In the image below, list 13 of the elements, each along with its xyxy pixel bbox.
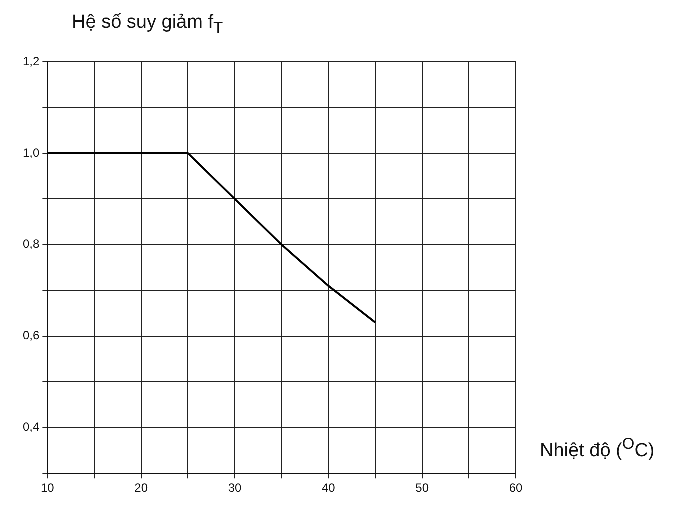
y-tick-label: 0,6 — [22, 328, 40, 343]
y-tick-label: 0,8 — [22, 237, 40, 252]
y-axis-title: Hệ số suy giảm f$_{T}$ — [72, 12, 224, 38]
x-tick-label: 60 — [509, 481, 523, 496]
y-tick-label: 1,2 — [22, 54, 40, 68]
y-tick-label: 1,0 — [22, 146, 40, 160]
y-tick-label: 0,4 — [22, 420, 40, 434]
x-tick-label: 40 — [322, 481, 336, 496]
x-tick-label: 20 — [134, 481, 148, 496]
x-axis-title: Nhiệt độ ($^{O}$C) — [540, 436, 655, 462]
x-tick-label: 30 — [228, 481, 242, 496]
x-tick-label: 10 — [41, 481, 55, 496]
x-tick-label: 50 — [416, 481, 430, 496]
